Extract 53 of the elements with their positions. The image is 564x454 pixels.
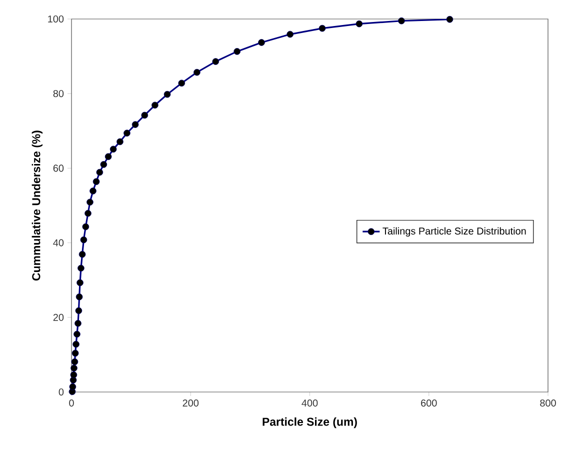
point xyxy=(152,102,158,109)
point xyxy=(74,320,82,327)
y-tick-label: 40 xyxy=(53,239,64,246)
point xyxy=(74,330,80,338)
y-tick-label: 0 xyxy=(58,388,64,396)
point xyxy=(76,279,84,286)
point xyxy=(78,264,84,272)
point xyxy=(194,68,200,76)
point xyxy=(92,178,100,186)
point xyxy=(258,39,265,46)
point xyxy=(164,90,171,98)
point xyxy=(178,80,186,87)
point xyxy=(80,236,88,244)
y-tick-label: 20 xyxy=(53,314,64,321)
y-tick-label: 100 xyxy=(48,15,64,23)
point xyxy=(234,48,240,55)
x-tick-label: 400 xyxy=(302,400,318,407)
point xyxy=(100,161,108,168)
point xyxy=(78,250,86,258)
point xyxy=(90,188,96,194)
x-tick-label: 0 xyxy=(69,400,74,407)
point xyxy=(70,371,78,378)
point xyxy=(75,307,82,314)
x-tick-label: 600 xyxy=(421,400,437,407)
point xyxy=(124,130,130,137)
point xyxy=(398,17,405,24)
point xyxy=(286,30,294,38)
point xyxy=(70,364,78,372)
point xyxy=(132,121,139,128)
y-tick-label: 60 xyxy=(53,164,64,172)
point xyxy=(96,168,104,176)
x-tick-label: 200 xyxy=(182,400,199,407)
x-axis-title: Particle Size (um) xyxy=(262,417,357,428)
point xyxy=(446,16,454,23)
point xyxy=(318,24,326,32)
point xyxy=(110,146,117,153)
point xyxy=(72,350,79,357)
point xyxy=(116,138,124,146)
x-tick-label: 800 xyxy=(540,400,556,407)
y-axis-title: Cummulative Undersize (%) xyxy=(32,130,43,280)
point xyxy=(72,340,80,348)
y-tick-label: 80 xyxy=(53,90,64,98)
point xyxy=(141,112,148,119)
point xyxy=(69,383,76,390)
point xyxy=(104,153,112,160)
point xyxy=(356,20,363,28)
point xyxy=(212,58,220,65)
point xyxy=(82,223,90,230)
legend-label: Tailings Particle Size Distribution xyxy=(382,227,526,237)
point xyxy=(86,198,94,206)
point xyxy=(84,210,92,217)
point xyxy=(76,293,83,300)
point xyxy=(71,358,78,366)
